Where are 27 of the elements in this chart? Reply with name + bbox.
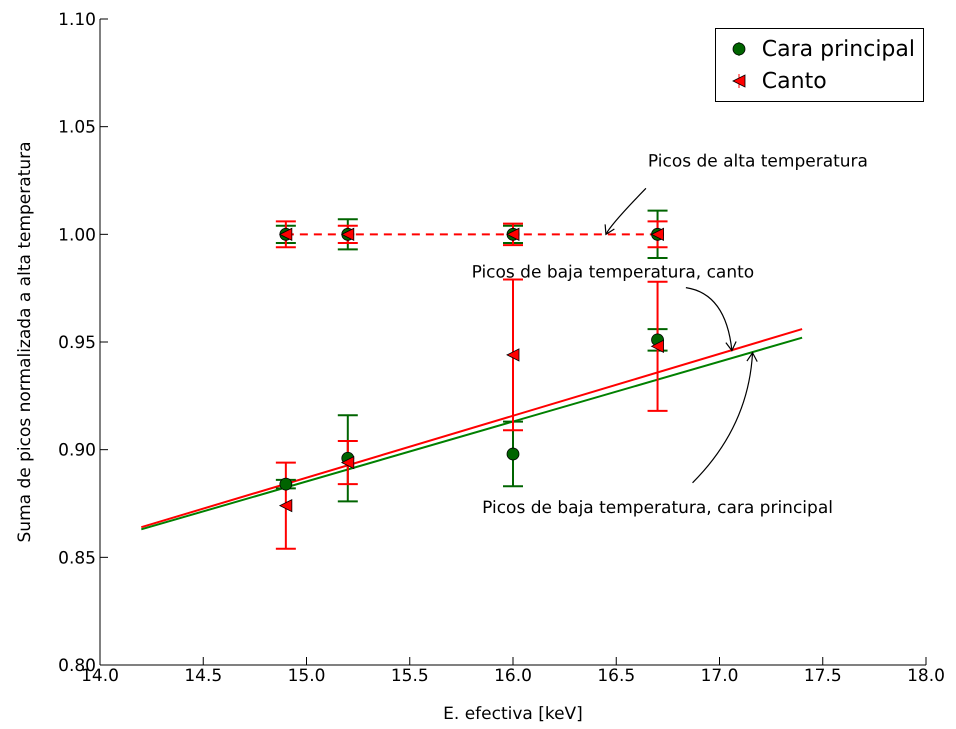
point bbox=[341, 456, 354, 469]
x-tick-label: 17.0 bbox=[700, 666, 738, 686]
annotation: Picos de baja temperatura, canto bbox=[472, 262, 754, 283]
y-tick-label: 1.00 bbox=[58, 225, 96, 246]
legend-label: Cara principal bbox=[762, 36, 915, 62]
point bbox=[506, 448, 520, 460]
x-tick-label: 18.0 bbox=[907, 666, 945, 686]
y-tick-label: 0.90 bbox=[58, 440, 96, 461]
point bbox=[279, 499, 292, 512]
point bbox=[279, 478, 292, 491]
annotation: Picos de baja temperatura, cara principal bbox=[482, 498, 833, 518]
point bbox=[506, 348, 520, 362]
point bbox=[651, 340, 664, 353]
x-tick-label: 15.5 bbox=[390, 666, 429, 686]
legend-label: Canto bbox=[762, 68, 827, 94]
annotation: Picos de alta temperatura bbox=[648, 151, 868, 172]
x-tick-label: 16.5 bbox=[597, 666, 636, 686]
x-tick-label: 14.5 bbox=[184, 666, 222, 686]
y-tick-label: 0.95 bbox=[58, 333, 96, 354]
x-tick-label: 17.5 bbox=[804, 666, 842, 686]
y-tick-label: 0.85 bbox=[58, 548, 96, 568]
y-axis-title: Suma de picos normalizada a alta temperatura bbox=[15, 141, 36, 543]
x-tick-label: 16.0 bbox=[494, 666, 532, 686]
x-tick-label: 15.0 bbox=[288, 666, 326, 686]
y-tick-label: 1.10 bbox=[58, 10, 96, 30]
y-tick-label: 1.05 bbox=[58, 118, 96, 138]
x-axis-title: E. efectiva [keV] bbox=[443, 704, 583, 724]
